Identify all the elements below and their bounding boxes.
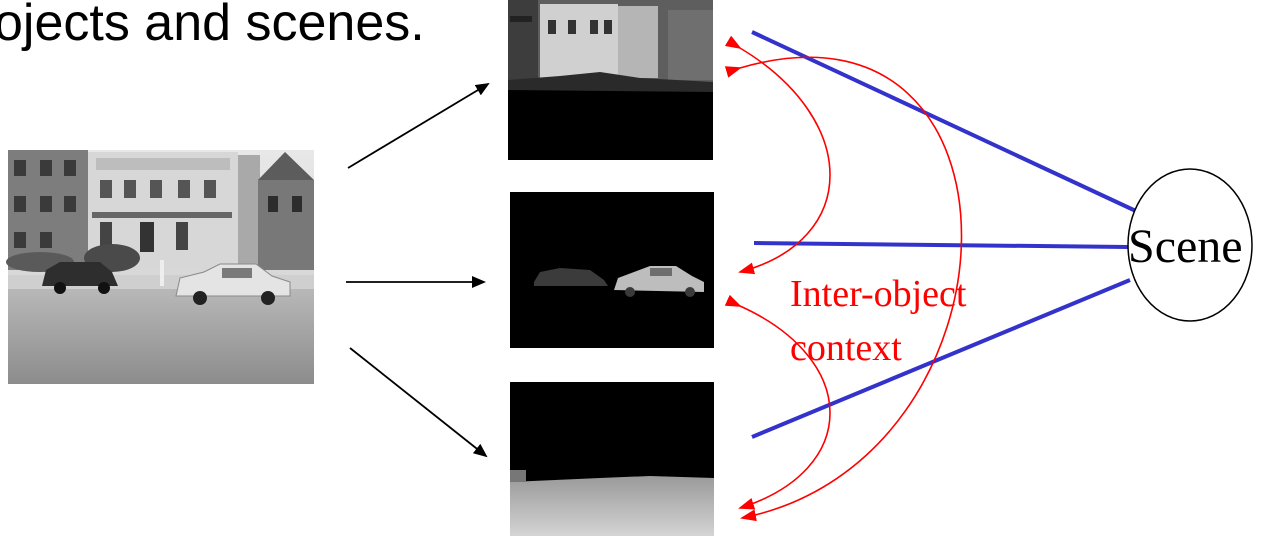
arrow-to-road [350, 348, 486, 456]
context-arrow-building-car [740, 48, 830, 272]
annotation-line2: context [790, 327, 902, 369]
arrow-to-building [348, 84, 488, 168]
building-segment-image [508, 0, 713, 160]
annotation-line1: Inter-object [790, 273, 967, 315]
scene-link-car [754, 243, 1128, 247]
scene-node-label: Scene [1128, 220, 1243, 273]
scene-link-building [752, 32, 1138, 212]
road-segment-image [510, 382, 714, 536]
car-segment-image [510, 192, 714, 348]
input-street-image [6, 150, 314, 384]
